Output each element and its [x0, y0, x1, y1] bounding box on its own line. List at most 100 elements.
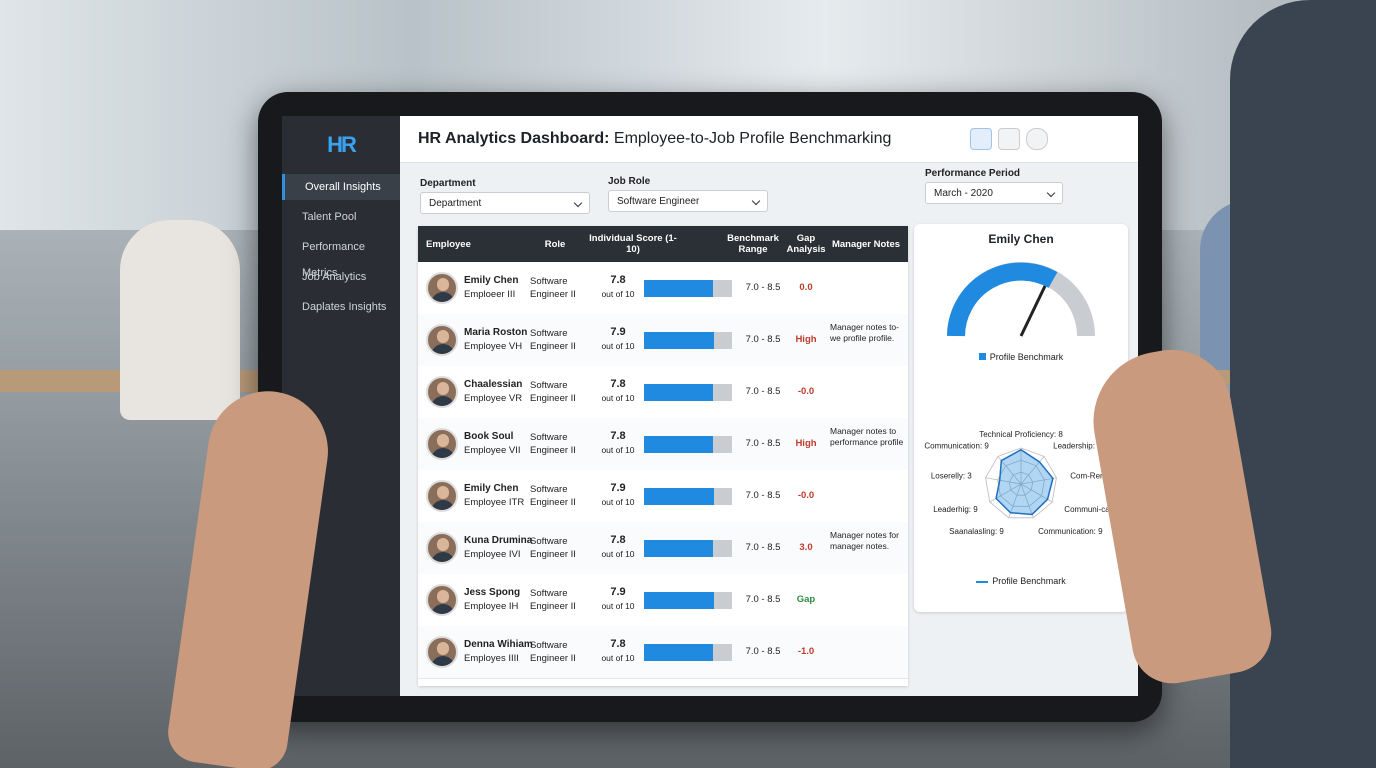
gap: 0.0	[799, 282, 813, 293]
column-header: Role	[544, 238, 566, 250]
column-header: Manager Notes	[831, 238, 901, 250]
radar-spoke	[1020, 456, 1045, 485]
avatar-head	[437, 538, 449, 551]
table-row: Denna Wihiam Employes IIII Software Engine…	[418, 626, 908, 679]
gap: -0.0	[797, 490, 815, 501]
employee-name: Chaalessian	[464, 379, 523, 390]
gap: High	[795, 334, 817, 345]
legend-swatch	[978, 353, 986, 360]
column-header: Employee	[426, 238, 471, 250]
role: Software Engineer II	[530, 536, 576, 560]
filter-select[interactable]: Department	[420, 192, 590, 214]
score-bar	[644, 592, 714, 609]
table-row: Maria Roston Employee VH Software Engineer…	[418, 314, 908, 367]
nav-item[interactable]: Talent Pool	[302, 211, 357, 223]
settings-icon[interactable]	[1026, 128, 1048, 150]
score: 7.9	[610, 326, 626, 338]
benchmark: 7.0 - 8.5	[745, 646, 781, 657]
benchmark: 7.0 - 8.5	[745, 490, 781, 501]
score: 7.9	[610, 482, 626, 494]
radar-label: Loserelly: 3	[931, 471, 972, 480]
employee-table: Employee Role Individual Score (1-10) Bench…	[418, 226, 908, 686]
chart-icon[interactable]	[998, 128, 1020, 150]
gauge-legend-text: Profile Benchmark	[989, 352, 1064, 362]
radar-web	[997, 459, 1045, 507]
table-row: Emily Chen Emploeer III Software Engineer …	[418, 262, 908, 315]
column-header: Benchmark Range	[727, 233, 779, 255]
role: Software Engineer II	[530, 484, 576, 508]
title-bold: HR Analytics Dashboard:	[418, 130, 610, 147]
radar-label: Leaderhig: 9	[933, 505, 978, 514]
filter-label: Department	[420, 178, 476, 189]
avatar	[426, 324, 458, 356]
avatar	[426, 532, 458, 564]
radar-label: Communication: 9	[924, 442, 989, 451]
profile-panel: Emily Chen Profile Benchmark Technical P…	[914, 224, 1128, 612]
radar-legend-text: Profile Benchmark	[992, 576, 1066, 586]
score-scale: out of 10	[601, 445, 635, 455]
table-row: Book Soul Employee VII Software Engineer I…	[418, 418, 908, 471]
radar-spoke	[985, 477, 1022, 485]
logo: HR	[327, 132, 357, 157]
radar-label: Communication: 9	[1038, 527, 1103, 536]
benchmark: 7.0 - 8.5	[745, 386, 781, 397]
manager-notes: Manager notes to-we profile profile.	[830, 322, 899, 343]
gap: Gap	[796, 594, 816, 605]
column-header: Gap Analysis	[786, 233, 826, 255]
radar-chart: Technical Proficiency: 8 Leadership: 6 Com…	[924, 430, 1128, 536]
gauge	[947, 262, 1095, 337]
role: Software Engineer II	[530, 380, 576, 404]
avatar-body	[431, 448, 455, 458]
score-bar	[644, 488, 714, 505]
gap: High	[795, 438, 817, 449]
legend-line	[976, 580, 989, 583]
filter-label: Performance Period	[925, 168, 1021, 179]
radar-area	[995, 448, 1054, 516]
filter-select[interactable]: Software Engineer	[608, 190, 768, 212]
table-row: Chaalessian Employee VR Software Engineer …	[418, 366, 908, 419]
report-icon[interactable]	[970, 128, 992, 150]
gap: 3.0	[799, 542, 813, 553]
radar-label: Com-Renay: 9	[1070, 471, 1122, 480]
filter-select[interactable]: March - 2020	[925, 182, 1063, 204]
manager-notes: Manager notes to performance profile	[830, 426, 904, 447]
benchmark: 7.0 - 8.5	[745, 438, 781, 449]
gauge-legend: Profile Benchmark	[914, 352, 1128, 362]
radar-label: Technical Proficiency: 8	[979, 430, 1063, 439]
avatar	[426, 480, 458, 512]
avatar-head	[437, 382, 449, 395]
radar-label: Saanalasling: 9	[949, 527, 1004, 536]
avatar-head	[437, 486, 449, 499]
nav-item[interactable]: Daplates Insights	[302, 301, 387, 313]
employee-level: Employee IVI	[464, 549, 521, 560]
avatar	[426, 428, 458, 460]
avatar-head	[437, 278, 449, 291]
benchmark: 7.0 - 8.5	[745, 594, 781, 605]
radar-legend: Profile Benchmark	[914, 576, 1128, 586]
score: 7.8	[610, 638, 626, 650]
table-row: Jess Spong Employee IH Software Engineer I…	[418, 574, 908, 627]
avatar-body	[431, 396, 455, 406]
score-scale: out of 10	[601, 601, 635, 611]
score: 7.8	[610, 378, 626, 390]
role: Software Engineer II	[530, 588, 576, 612]
radar-label: Communi-cation: 9	[1064, 505, 1128, 514]
filter-label: Job Role	[608, 176, 651, 187]
nav-item[interactable]: Performance Metrics	[302, 241, 365, 279]
table-header: Employee Role Individual Score (1-10) Bench…	[418, 226, 908, 262]
nav-item[interactable]: Overall Insights	[282, 174, 400, 200]
employee-level: Employee VH	[464, 341, 523, 352]
avatar-body	[431, 552, 455, 562]
table-row: Kuna Drumina Employee IVI Software Enginee…	[418, 522, 908, 575]
table-row: Emily Chen Employee ITR Software Engineer …	[418, 470, 908, 523]
score-bar	[644, 436, 713, 453]
nav-item[interactable]: Job Analytics	[302, 271, 367, 283]
radar-label: Leadership: 6	[1053, 442, 1102, 451]
score: 7.8	[610, 534, 626, 546]
employee-name: Jess Spong	[464, 587, 521, 598]
score-scale: out of 10	[601, 341, 635, 351]
score-scale: out of 10	[601, 393, 635, 403]
score-scale: out of 10	[601, 653, 635, 663]
score-scale: out of 10	[601, 549, 635, 559]
